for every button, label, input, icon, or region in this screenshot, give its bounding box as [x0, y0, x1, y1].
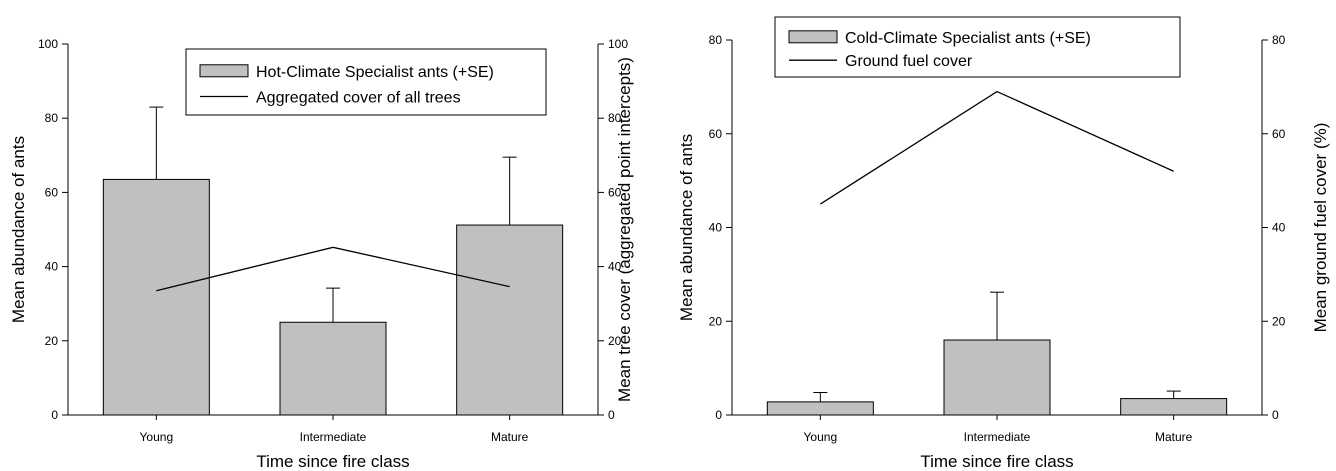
- y-tick-label-right: 100: [608, 37, 628, 51]
- error-bar-intermediate: [990, 291, 1004, 340]
- y-tick-label-right: 20: [608, 334, 622, 348]
- legend: Hot-Climate Specialist ants (+SE) Aggreg…: [185, 48, 547, 116]
- x-tick-label-mature: Mature: [1155, 430, 1193, 444]
- y-tick-label-right: 60: [608, 185, 622, 199]
- x-axis-title: Time since fire class: [920, 452, 1073, 471]
- legend-swatch-bar: [788, 30, 838, 44]
- y-tick-label-left: 0: [715, 408, 722, 422]
- x-tick-label-intermediate: Intermediate: [300, 430, 367, 444]
- chart-hot-climate: 0 20 40 60 80 100 0 20 40 60 80 100 Young Intermedi…: [9, 37, 634, 471]
- bar-intermediate: [279, 321, 387, 416]
- y-tick-label-left: 60: [709, 127, 723, 141]
- error-bar-mature: [502, 156, 517, 226]
- legend: Cold-Climate Specialist ants (+SE) Groun…: [774, 16, 1181, 78]
- y-tick-label-left: 40: [45, 260, 59, 274]
- bar-young: [102, 178, 210, 416]
- y-axis-title-left: Mean abundance of ants: [9, 136, 28, 323]
- bar-mature: [456, 224, 564, 416]
- y-axis-title-right: Mean ground fuel cover (%): [1311, 123, 1330, 333]
- x-axis-title: Time since fire class: [256, 452, 409, 471]
- legend-box: [774, 16, 1181, 78]
- y-tick-label-right: 20: [1272, 314, 1286, 328]
- legend-label-line: Aggregated cover of all trees: [256, 90, 461, 107]
- y-tick-label-left: 0: [51, 408, 58, 422]
- error-bar-young: [149, 106, 164, 180]
- series-line-tree-cover: [156, 246, 510, 292]
- bar-young: [766, 401, 874, 416]
- y-tick-label-left: 80: [709, 33, 723, 47]
- x-tick-label-young: Young: [804, 430, 838, 444]
- error-bar-mature: [1166, 390, 1181, 399]
- y-tick-label-right: 40: [608, 260, 622, 274]
- bar-intermediate: [943, 339, 1051, 416]
- y-tick-label-left: 20: [709, 314, 723, 328]
- y-tick-label-left: 60: [45, 185, 59, 199]
- y-tick-label-right: 0: [608, 408, 615, 422]
- y-tick-label-left: 40: [709, 221, 723, 235]
- x-tick-label-intermediate: Intermediate: [964, 430, 1031, 444]
- bar-mature: [1120, 398, 1228, 416]
- y-tick-label-right: 80: [608, 111, 622, 125]
- y-tick-label-left: 80: [45, 111, 59, 125]
- y-tick-label-left: 20: [45, 334, 59, 348]
- y-tick-label-left: 100: [38, 37, 58, 51]
- series-line-ground-fuel: [819, 90, 1174, 205]
- x-tick-label-mature: Mature: [491, 430, 529, 444]
- y-tick-label-right: 80: [1272, 33, 1286, 47]
- y-tick-label-right: 60: [1272, 127, 1286, 141]
- y-axis-title-left: Mean abundance of ants: [677, 134, 696, 321]
- x-tick-label-young: Young: [140, 430, 174, 444]
- legend-label-bar: Cold-Climate Specialist ants (+SE): [845, 30, 1091, 47]
- chart-cold-climate: 0 20 40 60 80 0 20 40 60 80 Young Intermediate Mat…: [677, 16, 1330, 471]
- y-axis-title-right: Mean tree cover (aggregated point interc…: [615, 57, 634, 402]
- legend-box: [185, 48, 547, 116]
- y-tick-label-right: 0: [1272, 408, 1279, 422]
- error-bar-young: [813, 392, 828, 402]
- error-bar-intermediate: [326, 287, 340, 323]
- legend-label-bar: Hot-Climate Specialist ants (+SE): [256, 64, 494, 81]
- legend-swatch-bar: [199, 64, 249, 78]
- y-tick-label-right: 40: [1272, 221, 1286, 235]
- legend-label-line: Ground fuel cover: [845, 53, 973, 70]
